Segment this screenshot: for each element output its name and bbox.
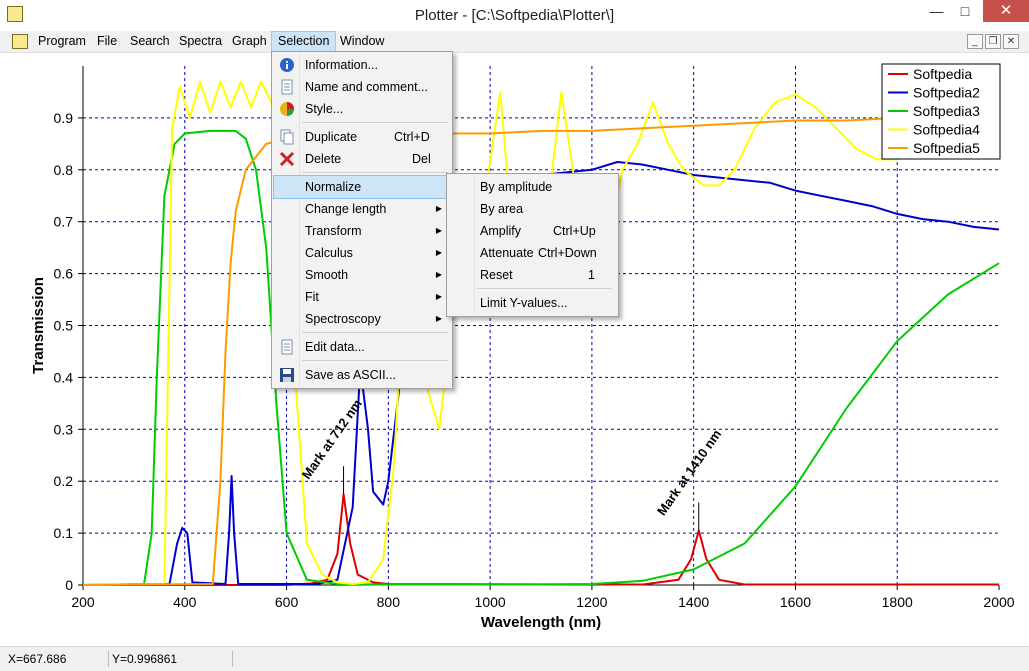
menu-item-spectroscopy[interactable]: Spectroscopy ▶: [274, 308, 450, 330]
legend-entry: Softpedia4: [913, 122, 980, 138]
title-bar: Plotter - [C:\Softpedia\Plotter\] — □ ✕: [0, 0, 1029, 31]
submenu-arrow-icon: ▶: [435, 248, 442, 257]
y-tick-label: 0.2: [54, 473, 74, 489]
menu-item-save-as-ascii[interactable]: Save as ASCII...: [274, 364, 450, 386]
mdi-close-button[interactable]: ✕: [1003, 34, 1019, 49]
menu-item-delete[interactable]: Delete Del: [274, 148, 450, 170]
y-tick-label: 0.4: [54, 369, 74, 385]
y-tick-label: 0.7: [54, 214, 74, 230]
window-title: Plotter - [C:\Softpedia\Plotter\]: [414, 7, 615, 24]
document-icon: [281, 79, 293, 95]
mdi-minimize-button[interactable]: _: [967, 34, 983, 49]
series-line-1: [83, 493, 999, 586]
status-bar: X=667.686 Y=0.996861: [0, 646, 1029, 671]
selection-menu: Information... Name and comment... Style…: [271, 51, 453, 389]
x-tick-label: 800: [377, 594, 401, 610]
y-tick-label: 0.8: [54, 162, 74, 178]
x-tick-label: 400: [173, 594, 197, 610]
menu-item-reset[interactable]: Reset 1: [480, 268, 595, 282]
legend-entry: Softpedia3: [913, 103, 980, 119]
minimize-button[interactable]: —: [929, 3, 944, 19]
x-tick-label: 1400: [678, 594, 709, 610]
menu-selection[interactable]: Selection: [271, 31, 337, 52]
mdi-restore-button[interactable]: ❐: [985, 34, 1001, 49]
menu-separator: [302, 360, 448, 361]
menu-separator: [477, 288, 612, 289]
status-x-coordinate: X=667.686: [4, 651, 109, 667]
x-tick-label: 1000: [475, 594, 506, 610]
x-tick-label: 2000: [983, 594, 1014, 610]
menu-separator: [302, 172, 448, 173]
menu-item-duplicate[interactable]: Duplicate Ctrl+D: [274, 126, 450, 148]
y-tick-label: 0.3: [54, 421, 74, 437]
app-icon[interactable]: [7, 6, 23, 22]
y-axis-label: Transmission: [30, 277, 47, 374]
menu-program[interactable]: Program: [38, 34, 86, 48]
x-tick-label: 1600: [780, 594, 811, 610]
submenu-arrow-icon: ▶: [435, 204, 442, 213]
menu-item-limit-y-values[interactable]: Limit Y-values...: [480, 296, 568, 310]
document-window-icon[interactable]: [12, 34, 28, 49]
menu-icon-gutter: [299, 54, 300, 386]
plot-area[interactable]: 200 400 600 800 1000 1200 1400 1600 1800 2000 0 0.1…: [0, 52, 1029, 646]
menu-item-amplify[interactable]: Amplify Ctrl+Up: [480, 224, 596, 238]
menu-window[interactable]: Window: [340, 34, 385, 48]
menu-item-calculus[interactable]: Calculus ▶: [274, 242, 450, 264]
menu-item-fit[interactable]: Fit ▶: [274, 286, 450, 308]
x-axis-label: Wavelength (nm): [481, 614, 601, 631]
menu-item-transform[interactable]: Transform ▶: [274, 220, 450, 242]
menu-item-by-area[interactable]: By area: [480, 202, 524, 216]
menu-item-edit-data[interactable]: Edit data...: [274, 336, 450, 358]
x-tick-label: 1200: [576, 594, 607, 610]
close-button[interactable]: ✕: [983, 0, 1029, 22]
palette-icon: [280, 102, 294, 116]
menu-item-attenuate[interactable]: Attenuate Ctrl+Down: [480, 246, 597, 260]
legend-entry: Softpedia2: [913, 85, 980, 101]
y-tick-label: 0.1: [54, 525, 74, 541]
menu-bar: Program File Search Spectra Graph Select…: [0, 31, 1029, 53]
y-tick-label: 0.5: [54, 318, 74, 334]
x-tick-label: 200: [71, 594, 95, 610]
submenu-arrow-icon: ▶: [435, 226, 442, 235]
x-tick-label: 1800: [882, 594, 913, 610]
menu-separator: [302, 122, 448, 123]
menu-separator: [302, 332, 448, 333]
submenu-arrow-icon: ▶: [435, 292, 442, 301]
menu-item-by-amplitude[interactable]: By amplitude: [480, 180, 553, 194]
menu-item-style[interactable]: Style...: [274, 98, 450, 120]
y-tick-label: 0: [65, 577, 73, 593]
menu-icon-gutter: [474, 176, 475, 314]
submenu-arrow-icon: ▶: [435, 314, 442, 323]
menu-item-normalize[interactable]: Normalize: [273, 175, 451, 199]
spectra-chart[interactable]: 200 400 600 800 1000 1200 1400 1600 1800 2000 0 0.1…: [0, 52, 1029, 646]
menu-graph[interactable]: Graph: [232, 34, 267, 48]
y-tick-label: 0.9: [54, 110, 74, 126]
document-icon: [281, 339, 293, 355]
copy-icon: [280, 129, 294, 145]
y-tick-label: 0.6: [54, 266, 74, 282]
delete-x-icon: [279, 151, 295, 167]
series-line-4: [82, 80, 1000, 586]
menu-search[interactable]: Search: [130, 34, 170, 48]
legend-entry: Softpedia5: [913, 140, 980, 156]
menu-file[interactable]: File: [97, 34, 118, 48]
legend-entry: Softpedia: [913, 66, 972, 82]
menu-item-change-length[interactable]: Change length ▶: [274, 198, 450, 220]
floppy-disk-icon: [280, 368, 294, 382]
maximize-button[interactable]: □: [960, 3, 970, 19]
submenu-arrow-icon: ▶: [435, 270, 442, 279]
menu-item-information[interactable]: Information...: [274, 54, 450, 76]
annotation-label: Mark at 1410 nm: [654, 427, 724, 518]
menu-item-name-and-comment[interactable]: Name and comment...: [274, 76, 450, 98]
info-icon: [280, 58, 294, 72]
status-y-coordinate: Y=0.996861: [108, 651, 233, 667]
menu-spectra[interactable]: Spectra: [179, 34, 223, 48]
x-tick-label: 600: [275, 594, 299, 610]
normalize-submenu: By amplitude By area Amplify Ctrl+Up Att…: [446, 173, 619, 317]
menu-item-smooth[interactable]: Smooth ▶: [274, 264, 450, 286]
